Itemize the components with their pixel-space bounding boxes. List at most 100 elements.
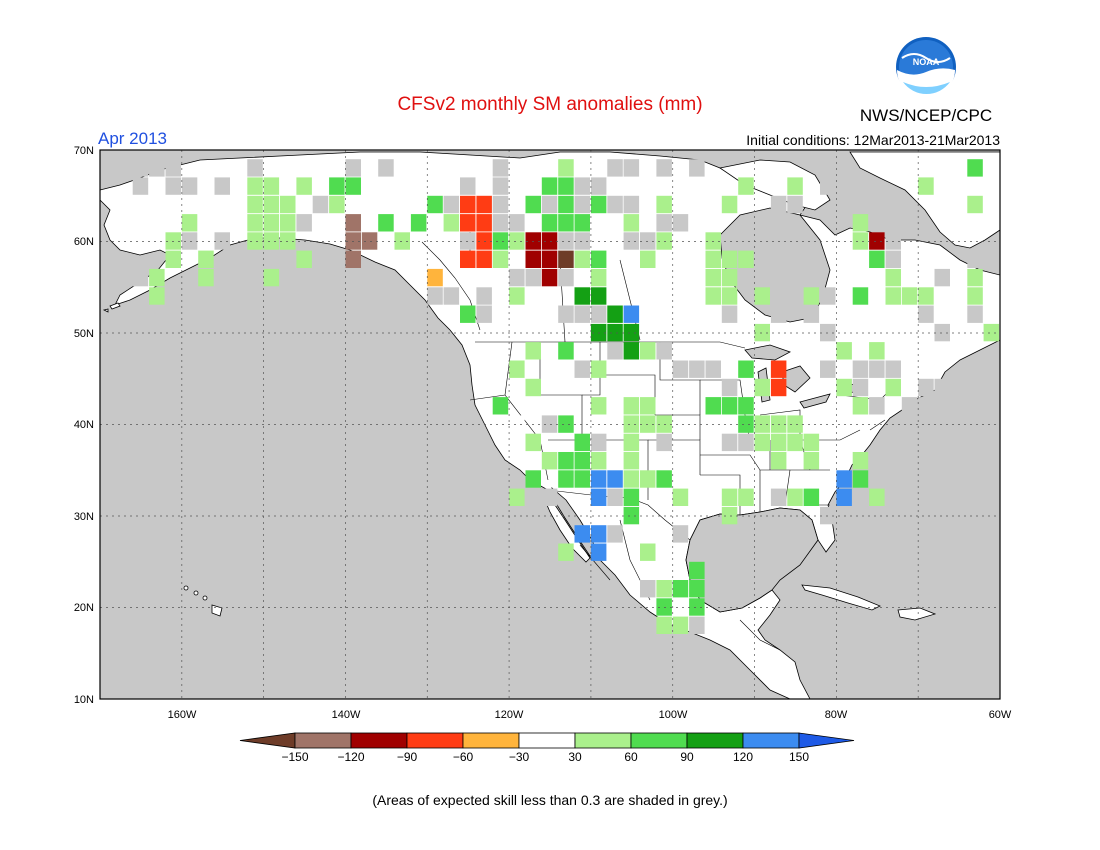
- anomaly-cell: [640, 250, 656, 268]
- lon-axis: 160W 140W 120W 100W 80W 60W: [168, 709, 1012, 721]
- anomaly-cell: [590, 543, 607, 561]
- anomaly-cell: [558, 305, 574, 323]
- anomaly-cell: [787, 195, 803, 214]
- lon-tick-label: 120W: [495, 709, 524, 721]
- color-legend: −150 −120 −90 −60 −30 30 60 90 120 150: [239, 732, 855, 764]
- anomaly-cell: [934, 378, 950, 397]
- anomaly-cell: [738, 433, 754, 452]
- agency-label: NWS/NCEP/CPC: [860, 106, 992, 125]
- anomaly-cell: [640, 415, 656, 433]
- anomaly-cell: [918, 305, 934, 323]
- anomaly-cell: [165, 250, 181, 268]
- anomaly-cell: [492, 159, 509, 177]
- lat-tick-label: 50N: [74, 328, 94, 340]
- legend-swatch: [630, 732, 688, 749]
- anomaly-cell: [721, 195, 738, 214]
- anomaly-cell: [460, 305, 476, 323]
- anomaly-cell: [607, 195, 623, 214]
- anomaly-cell: [901, 397, 918, 415]
- anomaly-cell: [885, 378, 901, 397]
- anomaly-cell: [558, 342, 574, 360]
- anomaly-cell: [803, 433, 820, 452]
- anomaly-cell: [345, 159, 361, 177]
- anomaly-cell: [492, 232, 509, 250]
- anomaly-cell: [689, 598, 705, 616]
- anomaly-cell: [280, 214, 296, 232]
- anomaly-cell: [132, 268, 149, 287]
- map-frame: [99, 149, 1001, 700]
- anomaly-cell: [525, 433, 541, 452]
- lat-lon-grid: [100, 150, 1000, 699]
- anomaly-cell: [754, 433, 770, 452]
- anomaly-cell: [820, 287, 836, 305]
- anomaly-cell: [656, 433, 672, 452]
- anomaly-cell: [590, 323, 607, 342]
- anomaly-cell: [934, 268, 950, 287]
- anomaly-cell: [623, 342, 640, 360]
- anomaly-cell: [656, 214, 672, 232]
- anomaly-cell: [738, 177, 754, 195]
- anomaly-cell: [509, 488, 525, 506]
- anomaly-cell: [820, 506, 836, 525]
- lon-tick-label: 60W: [989, 709, 1012, 721]
- anomaly-cell: [754, 415, 770, 433]
- lat-axis: 70N 60N 50N 40N 30N 20N 10N: [74, 145, 94, 706]
- anomaly-cell: [509, 415, 525, 433]
- anomaly-cell: [247, 214, 263, 232]
- anomaly-cell: [672, 488, 689, 506]
- anomaly-cell: [852, 397, 869, 415]
- legend-label: 150: [789, 750, 809, 764]
- anomaly-cell: [672, 616, 689, 634]
- anomaly-cell: [852, 378, 869, 397]
- anomaly-cell: [541, 452, 558, 470]
- legend-arrow-low: [239, 732, 296, 749]
- anomaly-cell: [852, 452, 869, 470]
- anomaly-cell: [787, 488, 803, 506]
- anomaly-cell: [149, 287, 165, 305]
- anomaly-cell: [967, 287, 983, 305]
- anomaly-cell: [181, 177, 198, 195]
- anomaly-cell: [623, 305, 640, 323]
- legend-label: 60: [624, 750, 638, 764]
- anomaly-cell: [656, 159, 672, 177]
- anomaly-cell: [607, 159, 623, 177]
- anomaly-cell: [476, 250, 492, 268]
- anomaly-cell: [787, 433, 803, 452]
- anomaly-cell: [885, 250, 901, 268]
- anomaly-cell: [770, 433, 787, 452]
- anomaly-cell: [803, 488, 820, 506]
- anomaly-cell: [607, 342, 623, 360]
- anomaly-cell: [721, 378, 738, 397]
- anomaly-cell: [492, 195, 509, 214]
- anomaly-cell: [378, 159, 394, 177]
- anomaly-cell: [558, 232, 574, 250]
- anomaly-cell: [623, 397, 640, 415]
- anomaly-cell: [721, 397, 738, 415]
- anomaly-cell: [476, 287, 492, 305]
- map-panel: [99, 149, 1001, 700]
- anomaly-cell: [558, 159, 574, 177]
- anomaly-cell: [460, 232, 476, 250]
- anomaly-cell: [770, 195, 787, 214]
- anomaly-cell: [869, 250, 885, 268]
- anomaly-cell: [967, 305, 983, 323]
- legend-label: −30: [509, 750, 530, 764]
- anomaly-cell: [689, 360, 705, 378]
- anomaly-cell: [590, 305, 607, 323]
- legend-swatch: [574, 732, 632, 749]
- anomaly-cell: [525, 250, 541, 268]
- anomaly-cell: [181, 232, 198, 250]
- anomaly-cell: [885, 268, 901, 287]
- anomaly-cell: [443, 287, 460, 305]
- anomaly-cell: [590, 250, 607, 268]
- anomaly-cell: [574, 470, 590, 488]
- lat-tick-label: 20N: [74, 602, 94, 614]
- anomaly-cell: [721, 433, 738, 452]
- lat-tick-label: 10N: [74, 694, 94, 706]
- anomaly-cell: [492, 397, 509, 415]
- anomaly-cell: [656, 470, 672, 488]
- anomaly-cell: [770, 488, 787, 506]
- anomaly-cell: [640, 543, 656, 561]
- anomaly-cell: [623, 323, 640, 342]
- anomaly-cell: [541, 488, 558, 506]
